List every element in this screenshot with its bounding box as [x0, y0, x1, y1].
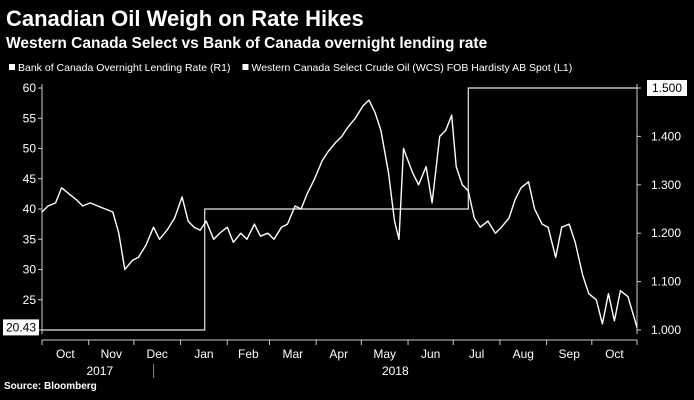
- x-tick-label: Sep: [559, 347, 581, 361]
- last-value-box-wcs: [3, 319, 39, 336]
- x-tick-label: Dec: [147, 347, 168, 361]
- source-note: Source: Bloomberg: [4, 381, 97, 392]
- legend-swatch-rate: [9, 64, 15, 70]
- series-line-rate: [42, 87, 637, 331]
- right-tick-label: 1.100: [651, 275, 681, 289]
- series-line-wcs: [41, 99, 638, 328]
- left-tick-label: 50: [23, 142, 37, 156]
- left-tick-label: 55: [23, 111, 37, 125]
- last-value-boxes: 1.500 20.43: [3, 80, 687, 336]
- last-value-label-wcs: 20.43: [6, 320, 36, 334]
- last-value-label-rate: 1.500: [652, 81, 682, 95]
- x-tick-label: Feb: [238, 347, 259, 361]
- right-tick-label: 1.200: [651, 226, 681, 240]
- x-tick-label: Jun: [421, 347, 440, 361]
- left-tick-label: 45: [23, 172, 37, 186]
- right-tick-label: 1.400: [651, 129, 681, 143]
- legend: Bank of Canada Overnight Lending Rate (R…: [9, 62, 572, 74]
- x-tick-label: Oct: [605, 347, 624, 361]
- right-tick-label: 1.000: [651, 323, 681, 337]
- left-tick-label: 60: [23, 81, 37, 95]
- left-tick-label: 40: [23, 202, 37, 216]
- right-axis: 1.000 1.100 1.200 1.300 1.400: [636, 84, 681, 337]
- x-tick-label: Nov: [101, 347, 122, 361]
- x-axis: Oct Nov Dec Jan Feb Mar Apr May Jun Jul Aug Sep Oct 2…: [41, 339, 638, 378]
- left-tick-label: 30: [23, 263, 37, 277]
- series-layer: [41, 87, 638, 331]
- right-tick-label: 1.300: [651, 178, 681, 192]
- x-tick-label: Jul: [469, 347, 484, 361]
- left-tick-label: 25: [23, 293, 37, 307]
- x-tick-label: May: [373, 347, 396, 361]
- last-value-box-rate: [647, 80, 687, 96]
- legend-swatch-wcs: [242, 64, 249, 70]
- x-tick-label: Apr: [329, 347, 348, 361]
- x-tick-label: Jan: [194, 347, 213, 361]
- legend-label-wcs: Western Canada Select Crude Oil (WCS) FO…: [251, 62, 572, 74]
- x-tick-label: Oct: [56, 347, 75, 361]
- x-tick-label: Aug: [513, 347, 534, 361]
- left-axis: 202530354045505560: [23, 81, 43, 337]
- year-label: 2018: [382, 364, 409, 378]
- chart-subtitle: Western Canada Select vs Bank of Canada …: [6, 35, 488, 52]
- chart-title: Canadian Oil Weigh on Rate Hikes: [6, 6, 364, 31]
- year-label: 2017: [86, 364, 113, 378]
- x-tick-label: Mar: [282, 347, 303, 361]
- left-tick-label: 35: [23, 232, 37, 246]
- legend-label-rate: Bank of Canada Overnight Lending Rate (R…: [18, 62, 230, 74]
